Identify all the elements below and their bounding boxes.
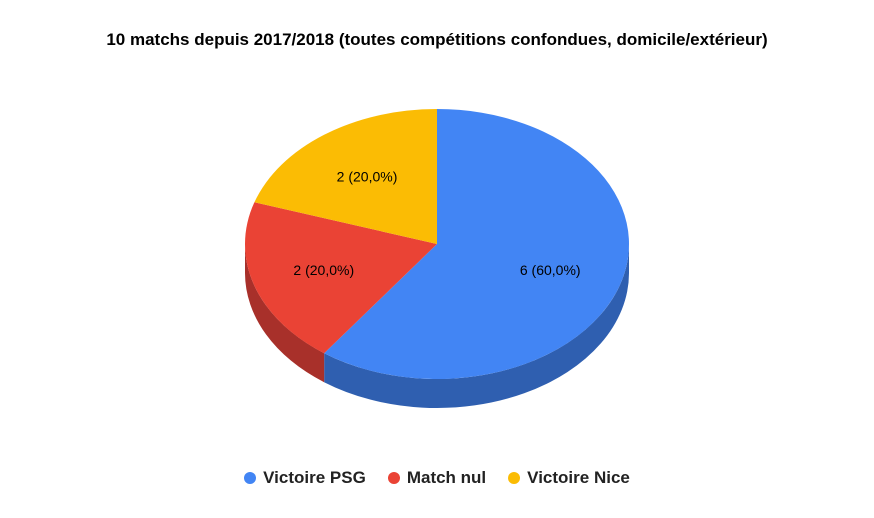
legend-swatch-match-nul bbox=[387, 472, 400, 484]
pie-slice-match-nul[interactable] bbox=[245, 202, 437, 354]
legend-item-victoire-nice[interactable]: Victoire Nice bbox=[508, 468, 630, 488]
legend-label-match-nul: Match nul bbox=[406, 468, 487, 487]
pie-slice-victoire-nice[interactable] bbox=[254, 109, 437, 244]
legend-label-victoire-psg: Victoire PSG bbox=[263, 468, 366, 487]
pie-slice-victoire-psg[interactable] bbox=[324, 109, 630, 379]
legend-item-match-nul[interactable]: Match nul bbox=[387, 468, 487, 488]
pie-side-victoire-psg bbox=[324, 244, 629, 408]
pie-side-match-nul bbox=[245, 244, 325, 383]
legend-swatch-victoire-nice bbox=[508, 472, 521, 484]
chart-title: 10 matchs depuis 2017/2018 (toutes compé… bbox=[106, 30, 768, 49]
legend-swatch-victoire-psg bbox=[244, 472, 257, 484]
legend-label-victoire-nice: Victoire Nice bbox=[527, 468, 630, 487]
data-label-victoire-psg: 6 (60,0%) bbox=[520, 262, 581, 278]
data-label-victoire-nice: 2 (20,0%) bbox=[337, 168, 398, 184]
legend: Victoire PSG Match nul Victoire Nice bbox=[0, 468, 874, 488]
legend-item-victoire-psg[interactable]: Victoire PSG bbox=[244, 468, 366, 488]
data-label-match-nul: 2 (20,0%) bbox=[293, 262, 354, 278]
